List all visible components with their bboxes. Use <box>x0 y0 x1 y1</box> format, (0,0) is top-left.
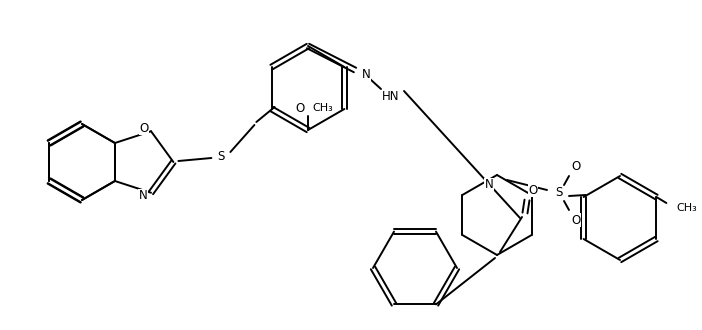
Text: S: S <box>218 150 225 163</box>
Text: O: O <box>571 159 581 173</box>
Text: O: O <box>571 214 581 226</box>
Text: N: N <box>362 69 371 82</box>
Text: S: S <box>555 186 563 200</box>
Text: N: N <box>484 179 494 191</box>
Text: CH₃: CH₃ <box>312 103 333 113</box>
Text: O: O <box>529 183 538 196</box>
Text: HN: HN <box>383 89 399 103</box>
Text: N: N <box>139 189 147 202</box>
Text: O: O <box>296 102 305 115</box>
Text: O: O <box>140 122 149 135</box>
Text: CH₃: CH₃ <box>676 203 697 213</box>
